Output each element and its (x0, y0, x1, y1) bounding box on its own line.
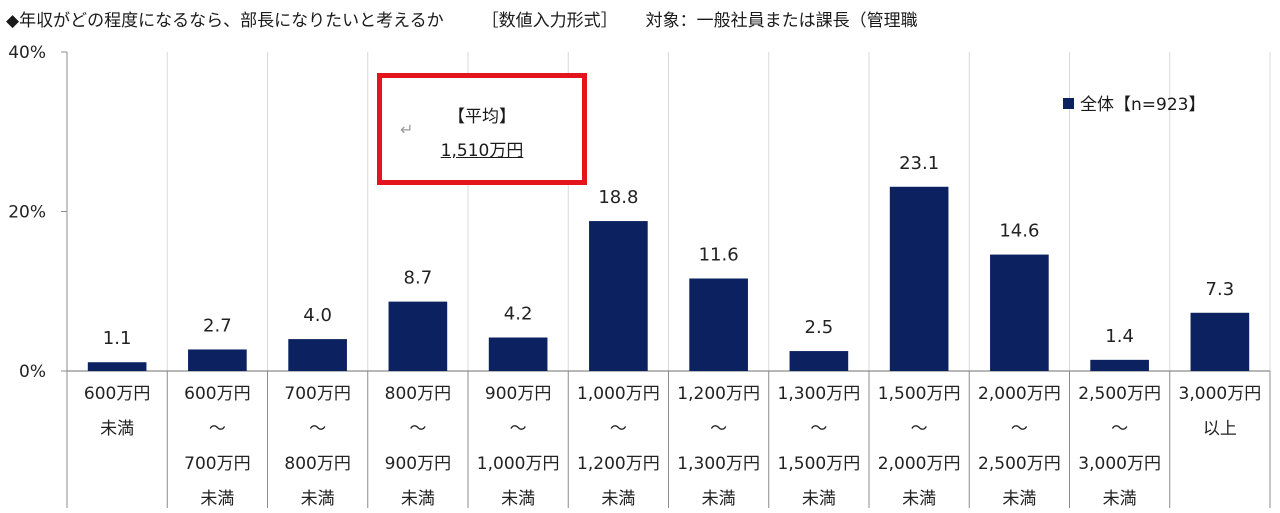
legend-label: 全体【n=923】 (1080, 95, 1206, 115)
data-label: 18.8 (598, 187, 638, 208)
x-tick-label: ～ (510, 419, 527, 439)
x-tick-label: 1,000万円 (577, 384, 660, 404)
x-tick-label: 600万円 (84, 384, 150, 404)
x-tick-label: 700万円 (184, 454, 250, 474)
x-tick-label: 700万円 (284, 384, 350, 404)
x-tick-label: ～ (409, 419, 426, 439)
y-tick-label: 40% (8, 43, 46, 63)
x-tick-label: 1,200万円 (577, 454, 660, 474)
x-tick-label: ～ (810, 419, 827, 439)
x-tick-label: 2,500万円 (1078, 384, 1161, 404)
data-label: 1.1 (103, 328, 132, 349)
x-tick-label: ～ (209, 419, 226, 439)
bar (789, 351, 849, 371)
title-target: 対象：一般社員または課長（管理職 (645, 11, 918, 31)
x-tick-label: ～ (1111, 419, 1128, 439)
x-tick-label: 未満 (601, 489, 635, 509)
chart-title: ◆年収がどの程度になるなら、部長になりたいと考えるか ［数値入力形式］ 対象：一般社… (6, 6, 918, 31)
x-tick-label: 800万円 (284, 454, 350, 474)
x-tick-label: 未満 (501, 489, 535, 509)
x-tick-label: ～ (1011, 419, 1028, 439)
bar (488, 337, 548, 371)
x-tick-label: 900万円 (485, 384, 551, 404)
x-tick-label: 未満 (802, 489, 836, 509)
x-tick-label: 3,000万円 (1078, 454, 1161, 474)
x-tick-label: 2,000万円 (878, 454, 961, 474)
x-tick-label: 800万円 (385, 384, 451, 404)
x-tick-label: ～ (710, 419, 727, 439)
x-tick-label: 1,500万円 (878, 384, 961, 404)
data-label: 8.7 (404, 268, 433, 289)
x-tick-label: 3,000万円 (1179, 384, 1262, 404)
x-tick-label: ～ (610, 419, 627, 439)
y-tick-label: 0% (19, 362, 46, 382)
x-tick-label: 未満 (1103, 489, 1137, 509)
x-tick-label: 1,500万円 (778, 454, 861, 474)
x-tick-label: 未満 (200, 489, 234, 509)
bar (889, 186, 949, 371)
bar (188, 349, 247, 371)
data-label: 2.7 (203, 315, 232, 336)
data-label: 4.2 (504, 304, 533, 325)
x-tick-label: 900万円 (385, 454, 451, 474)
x-tick-label: 1,200万円 (677, 384, 760, 404)
legend-swatch (1063, 98, 1074, 109)
x-tick-label: 2,000万円 (978, 384, 1061, 404)
x-tick-label: 2,500万円 (978, 454, 1061, 474)
chart-legend: 全体【n=923】 (1063, 90, 1205, 115)
x-tick-label: 未満 (100, 419, 134, 439)
bar (1090, 359, 1149, 371)
x-tick-label: ～ (309, 419, 326, 439)
bar (1190, 312, 1250, 371)
data-label: 23.1 (899, 153, 939, 174)
x-tick-label: 1,300万円 (677, 454, 760, 474)
x-tick-label: 未満 (401, 489, 435, 509)
title-question: ◆年収がどの程度になるなら、部長になりたいと考えるか (6, 11, 444, 31)
x-tick-label: 1,300万円 (778, 384, 861, 404)
x-tick-label: 以上 (1203, 419, 1237, 439)
x-tick-label: 600万円 (184, 384, 250, 404)
bar (589, 221, 648, 371)
bar (689, 278, 748, 371)
data-label: 11.6 (699, 244, 739, 265)
return-arrow-icon: ↵ (400, 120, 414, 139)
x-tick-label: ～ (911, 419, 928, 439)
average-callout: 【平均】 ↵ 1,510万円 (377, 73, 587, 185)
bar (288, 339, 347, 371)
data-label: 7.3 (1206, 279, 1235, 300)
data-label: 1.4 (1105, 326, 1134, 347)
average-value: 1,510万円 (440, 141, 524, 161)
y-tick-label: 20% (8, 203, 46, 223)
x-tick-label: 未満 (702, 489, 736, 509)
x-tick-label: 1,000万円 (477, 454, 560, 474)
data-label: 4.0 (303, 305, 332, 326)
title-format: ［数値入力形式］ (481, 11, 618, 31)
average-label: 【平均】 (448, 107, 516, 127)
x-tick-label: 未満 (902, 489, 936, 509)
x-tick-label: 未満 (1002, 489, 1036, 509)
bar (388, 301, 448, 371)
x-tick-label: 未満 (301, 489, 335, 509)
bar (990, 254, 1049, 371)
bar (87, 362, 147, 371)
data-label: 2.5 (805, 317, 834, 338)
data-label: 14.6 (999, 221, 1039, 242)
